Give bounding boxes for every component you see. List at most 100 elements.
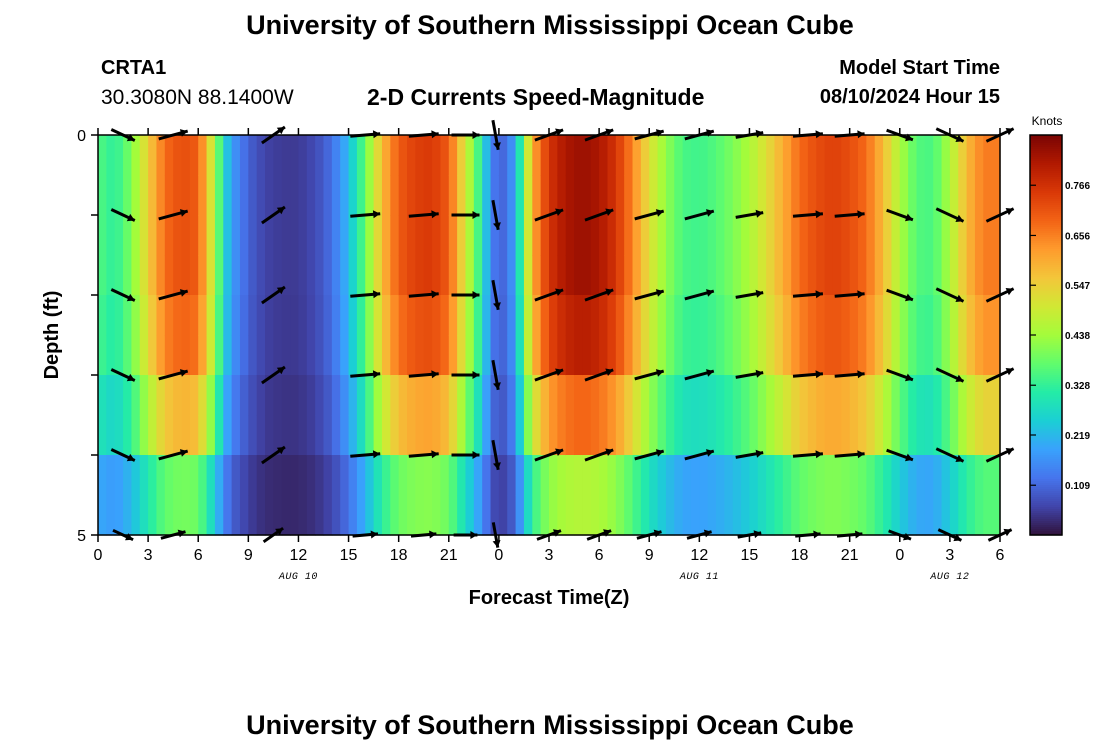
- heatmap-cell: [365, 215, 375, 256]
- heatmap-cell: [515, 295, 525, 336]
- heatmap-cell: [899, 255, 909, 296]
- heatmap-cell: [340, 415, 350, 456]
- heatmap-cell: [799, 495, 809, 536]
- heatmap-cell: [774, 175, 784, 216]
- heatmap-cell: [557, 455, 567, 496]
- heatmap-cell: [791, 175, 801, 216]
- heatmap-cell: [214, 495, 224, 536]
- heatmap-cell: [741, 175, 751, 216]
- heatmap-cell: [306, 375, 316, 416]
- heatmap-cell: [323, 215, 333, 256]
- heatmap-cell: [315, 175, 325, 216]
- heatmap-cell: [841, 295, 851, 336]
- heatmap-cell: [624, 295, 634, 336]
- colorbar-swatch: [1030, 259, 1062, 262]
- colorbar-swatch: [1030, 195, 1062, 198]
- colorbar-swatch: [1030, 453, 1062, 456]
- heatmap-cell: [340, 335, 350, 376]
- heatmap-cell: [908, 135, 918, 176]
- heatmap-cell: [966, 135, 976, 176]
- heatmap-cell: [473, 295, 483, 336]
- heatmap-cell: [198, 455, 208, 496]
- heatmap-cell: [390, 255, 400, 296]
- heatmap-cell: [699, 255, 709, 296]
- colorbar-swatch: [1030, 431, 1062, 434]
- heatmap-cell: [682, 215, 692, 256]
- heatmap-cell: [156, 295, 166, 336]
- heatmap-cell: [206, 415, 216, 456]
- heatmap-cell: [98, 495, 107, 536]
- heatmap-cell: [916, 215, 926, 256]
- heatmap-cell: [390, 215, 400, 256]
- heatmap-cell: [265, 215, 274, 256]
- heatmap-cell: [891, 335, 901, 376]
- heatmap-cell: [473, 455, 483, 496]
- heatmap-cell: [473, 495, 483, 536]
- colorbar-swatch: [1030, 231, 1062, 234]
- heatmap-cell: [256, 135, 266, 176]
- colorbar-swatch: [1030, 359, 1062, 362]
- heatmap-cell: [941, 335, 951, 376]
- heatmap-cell: [306, 455, 316, 496]
- heatmap-cell: [123, 415, 133, 456]
- colorbar-swatch: [1030, 365, 1062, 368]
- heatmap-cell: [799, 415, 809, 456]
- heatmap-cell: [599, 295, 609, 336]
- colorbar-swatch: [1030, 461, 1062, 464]
- heatmap-cell: [891, 215, 901, 256]
- heatmap-cell: [98, 335, 107, 376]
- x-tick-label: 15: [741, 547, 759, 564]
- colorbar-swatch: [1030, 357, 1062, 360]
- heatmap-cell: [741, 335, 751, 376]
- heatmap-cell: [139, 295, 149, 336]
- colorbar-swatch: [1030, 437, 1062, 440]
- heatmap-cell: [791, 215, 801, 256]
- x-tick-label: 21: [841, 547, 859, 564]
- heatmap-cell: [599, 135, 609, 176]
- heatmap-cell: [574, 135, 584, 176]
- colorbar-swatch: [1030, 145, 1062, 148]
- heatmap-cell: [248, 495, 258, 536]
- heatmap-cell: [874, 495, 884, 536]
- heatmap-cell: [766, 295, 776, 336]
- heatmap-cell: [590, 495, 600, 536]
- heatmap-cell: [924, 255, 934, 296]
- heatmap-cell: [139, 375, 149, 416]
- heatmap-cell: [239, 415, 249, 456]
- colorbar-swatch: [1030, 471, 1062, 474]
- heatmap-cell: [415, 375, 425, 416]
- heatmap-cell: [774, 255, 784, 296]
- heatmap-cell: [515, 255, 525, 296]
- heatmap-cell: [365, 135, 375, 176]
- heatmap-cell: [532, 215, 542, 256]
- colorbar-swatch: [1030, 347, 1062, 350]
- heatmap-cell: [223, 215, 233, 256]
- colorbar-swatch: [1030, 177, 1062, 180]
- heatmap-cell: [615, 255, 625, 296]
- heatmap-cell: [640, 495, 650, 536]
- heatmap-cell: [649, 415, 659, 456]
- heatmap-cell: [323, 375, 333, 416]
- heatmap-cell: [231, 215, 241, 256]
- heatmap-cell: [640, 295, 650, 336]
- colorbar-swatch: [1030, 137, 1062, 140]
- x-tick-label: 3: [545, 547, 554, 564]
- heatmap-cell: [632, 455, 642, 496]
- heatmap-cell: [782, 335, 792, 376]
- heatmap-cell: [549, 295, 558, 336]
- x-tick-label: 3: [144, 547, 153, 564]
- heatmap-cell: [791, 255, 801, 296]
- colorbar-swatch: [1030, 519, 1062, 522]
- colorbar-swatch: [1030, 313, 1062, 316]
- colorbar-swatch: [1030, 497, 1062, 500]
- colorbar-swatch: [1030, 379, 1062, 382]
- heatmap-cell: [732, 375, 742, 416]
- heatmap-cell: [941, 295, 951, 336]
- current-vector: [451, 371, 480, 379]
- heatmap-cell: [590, 215, 600, 256]
- heatmap-cell: [273, 255, 283, 296]
- heatmap-cell: [866, 335, 876, 376]
- colorbar-swatch: [1030, 165, 1062, 168]
- heatmap-cell: [198, 375, 208, 416]
- current-vector: [935, 367, 965, 383]
